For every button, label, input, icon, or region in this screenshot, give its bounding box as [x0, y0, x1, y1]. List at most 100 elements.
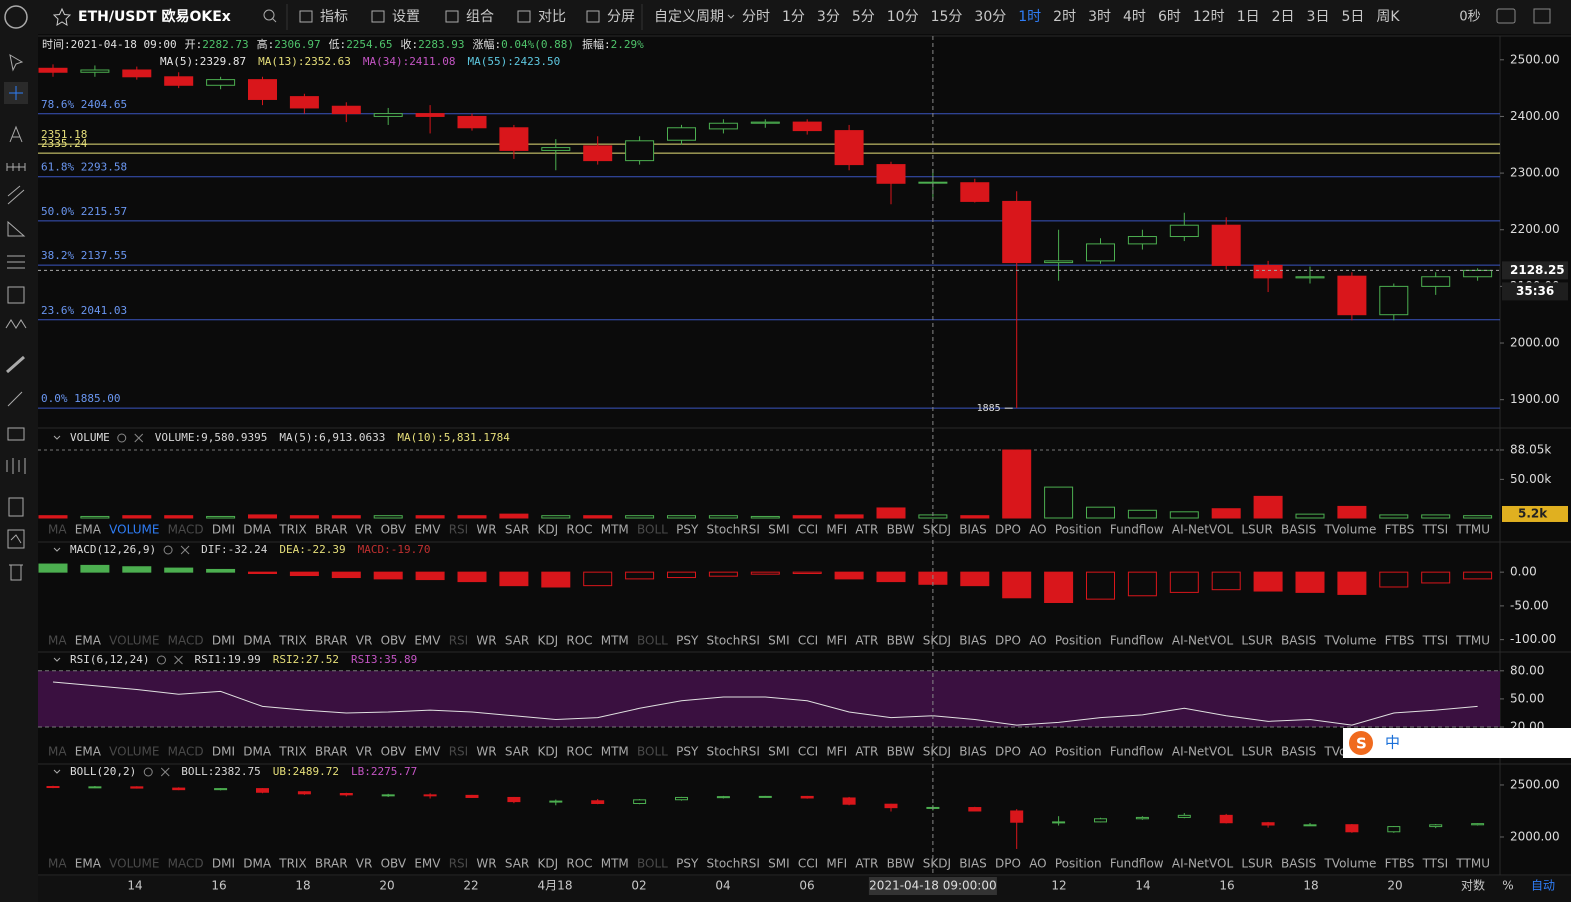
indicator-tab[interactable]: Position [1055, 523, 1102, 537]
period-button[interactable]: 30分 [974, 9, 1006, 25]
indicator-tab[interactable]: SKDJ [923, 857, 951, 871]
indicator-tab[interactable]: VOLUME [109, 745, 159, 759]
period-button[interactable]: 3时 [1088, 9, 1111, 25]
indicator-tab[interactable]: TTMU [1455, 857, 1490, 871]
indicator-tab[interactable]: KDJ [537, 857, 558, 871]
wave-tool[interactable] [5, 319, 27, 329]
snapshot-icon[interactable] [1496, 8, 1516, 24]
indicator-tab[interactable]: PSY [676, 634, 699, 648]
indicator-tab[interactable]: BOLL [637, 857, 668, 871]
indicator-tab[interactable]: PSY [676, 745, 699, 759]
indicator-tab[interactable]: BRAR [315, 857, 348, 871]
indicator-tab[interactable]: BOLL [637, 634, 668, 648]
indicator-tab[interactable]: BIAS [959, 634, 987, 648]
indicator-tab[interactable]: MACD [168, 857, 204, 871]
indicator-tab[interactable]: SMI [768, 857, 790, 871]
settings-icon[interactable] [143, 767, 153, 777]
indicator-tab[interactable]: BBW [887, 523, 915, 537]
indicator-tab[interactable]: MA [48, 634, 67, 648]
indicator-tab[interactable]: SMI [768, 523, 790, 537]
indicator-tab[interactable]: AI-NetVOL [1172, 634, 1234, 648]
period-button[interactable]: 2日 [1272, 9, 1295, 25]
indicator-tab[interactable]: SAR [505, 857, 529, 871]
indicator-tab[interactable]: DPO [995, 523, 1021, 537]
indicator-tab[interactable]: RSI [449, 523, 469, 537]
indicator-tab[interactable]: KDJ [537, 634, 558, 648]
close-icon[interactable] [134, 433, 144, 443]
indicator-tab[interactable]: WR [476, 857, 496, 871]
indicator-tab[interactable]: DPO [995, 634, 1021, 648]
magnet-tool[interactable] [6, 458, 26, 474]
indicator-tab[interactable]: DPO [995, 745, 1021, 759]
notes-tool[interactable] [8, 497, 24, 517]
indicator-tab[interactable]: SKDJ [923, 634, 951, 648]
indicator-tab[interactable]: Position [1055, 745, 1102, 759]
indicator-tab[interactable]: WR [476, 523, 496, 537]
text-tool[interactable] [9, 125, 23, 143]
indicator-tab[interactable]: ROC [566, 634, 592, 648]
delete-tool[interactable] [9, 564, 23, 581]
indicator-tab[interactable]: DMA [243, 634, 272, 648]
indicator-tab[interactable]: LSUR [1241, 745, 1272, 759]
indicator-tab[interactable]: BIAS [959, 857, 987, 871]
indicator-tab[interactable]: MACD [168, 523, 204, 537]
indicator-tab[interactable]: Fundflow [1110, 523, 1164, 537]
indicator-tab[interactable]: VOLUME [109, 634, 159, 648]
indicator-tab[interactable]: DMA [243, 745, 272, 759]
indicator-tab[interactable]: BRAR [315, 745, 348, 759]
indicator-tab[interactable]: MACD [168, 745, 204, 759]
indicator-tab[interactable]: CCI [798, 857, 818, 871]
indicator-tab[interactable]: MACD [168, 634, 204, 648]
indicator-tab[interactable]: EMV [414, 857, 441, 871]
indicator-tab[interactable]: Position [1055, 857, 1102, 871]
period-button[interactable]: 4时 [1123, 9, 1146, 25]
indicator-tab[interactable]: BBW [887, 634, 915, 648]
close-icon[interactable] [180, 545, 190, 555]
indicator-tab[interactable]: EMA [75, 857, 102, 871]
indicator-tab[interactable]: RSI [449, 857, 469, 871]
period-button[interactable]: 15分 [931, 9, 963, 25]
indicator-tab[interactable]: AI-NetVOL [1172, 857, 1234, 871]
indicator-tab[interactable]: Fundflow [1110, 634, 1164, 648]
indicator-tab[interactable]: DMA [243, 857, 272, 871]
indicator-tab[interactable]: AO [1029, 857, 1046, 871]
tool-button[interactable]: 设置 [392, 9, 420, 25]
indicator-tab[interactable]: DMI [212, 745, 235, 759]
tool-button[interactable]: 对比 [538, 9, 566, 25]
custom-period[interactable]: 自定义周期 [654, 9, 724, 25]
indicator-tab[interactable]: MA [48, 523, 67, 537]
indicator-tab[interactable]: BRAR [315, 523, 348, 537]
indicator-tab[interactable]: LSUR [1241, 523, 1272, 537]
indicator-tab[interactable]: BASIS [1281, 857, 1316, 871]
indicator-tab[interactable]: Position [1055, 634, 1102, 648]
indicator-tab[interactable]: MA [48, 857, 67, 871]
indicator-tab[interactable]: AI-NetVOL [1172, 745, 1234, 759]
period-button[interactable]: 12时 [1193, 9, 1225, 25]
logo[interactable] [4, 5, 28, 29]
indicator-tab[interactable]: TRIX [278, 634, 306, 648]
indicator-tab[interactable]: OBV [381, 523, 407, 537]
indicator-tab[interactable]: DPO [995, 857, 1021, 871]
indicator-tab[interactable]: WR [476, 745, 496, 759]
indicator-tab[interactable]: BASIS [1281, 634, 1316, 648]
search-icon[interactable] [263, 9, 275, 21]
tool-button[interactable]: 分屏 [607, 9, 635, 25]
indicator-tab[interactable]: MFI [826, 634, 847, 648]
indicator-tab[interactable]: RSI [449, 634, 469, 648]
box-tool[interactable] [7, 286, 25, 304]
indicator-tab[interactable]: EMA [75, 523, 102, 537]
indicator-tab[interactable]: VR [356, 634, 373, 648]
indicator-tab[interactable]: OBV [381, 634, 407, 648]
indicator-tab[interactable]: MA [48, 745, 67, 759]
indicator-tab[interactable]: Fundflow [1110, 857, 1164, 871]
brush-tool[interactable] [7, 391, 23, 407]
indicator-tab[interactable]: ROC [566, 523, 592, 537]
indicator-tab[interactable]: DMA [243, 523, 272, 537]
percent-toggle[interactable]: % [1502, 879, 1513, 893]
indicator-tab[interactable]: SKDJ [923, 745, 951, 759]
indicator-tab[interactable]: FTBS [1385, 523, 1415, 537]
indicator-tab[interactable]: VR [356, 857, 373, 871]
period-button[interactable]: 5日 [1341, 9, 1364, 25]
indicator-tab[interactable]: EMV [414, 523, 441, 537]
indicator-tab[interactable]: BBW [887, 857, 915, 871]
